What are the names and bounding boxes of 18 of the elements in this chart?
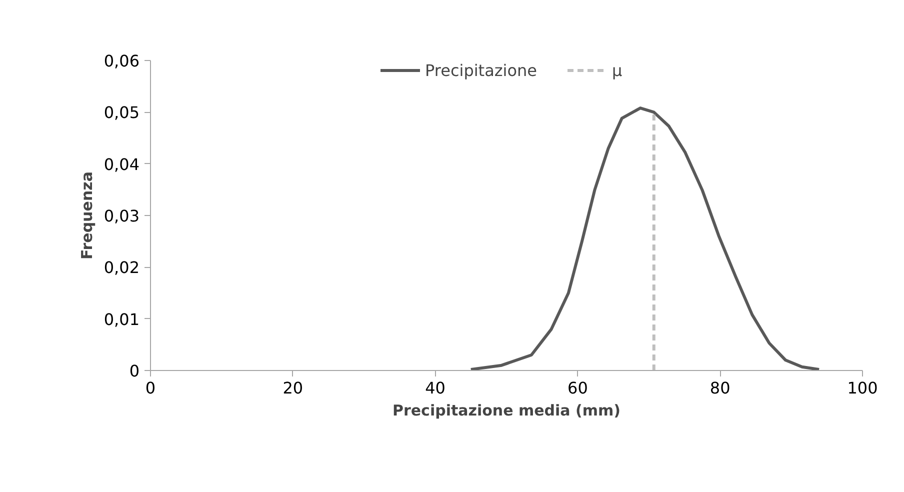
y-tick-label: 0,03	[104, 206, 140, 226]
y-axis-title: Frequenza	[78, 172, 96, 260]
x-tick-label: 0	[145, 378, 156, 398]
x-tick-label: 60	[568, 378, 588, 398]
legend-label: Precipitazione	[425, 60, 537, 80]
x-axis-title: Precipitazione media (mm)	[392, 402, 621, 420]
legend-label: μ	[612, 60, 624, 80]
x-tick-label: 100	[847, 378, 878, 398]
y-tick-label: 0,02	[104, 258, 140, 278]
x-tick-label: 80	[710, 378, 730, 398]
y-tick-label: 0	[129, 362, 140, 380]
x-tick-label: 40	[425, 378, 446, 398]
y-tick-label: 0,06	[104, 52, 140, 70]
x-tick-label: 20	[282, 378, 304, 398]
y-tick-label: 0,04	[104, 154, 140, 174]
y-tick-label: 0,05	[104, 103, 140, 122]
y-tick-label: 0,01	[104, 310, 140, 329]
line-series	[469, 106, 821, 370]
